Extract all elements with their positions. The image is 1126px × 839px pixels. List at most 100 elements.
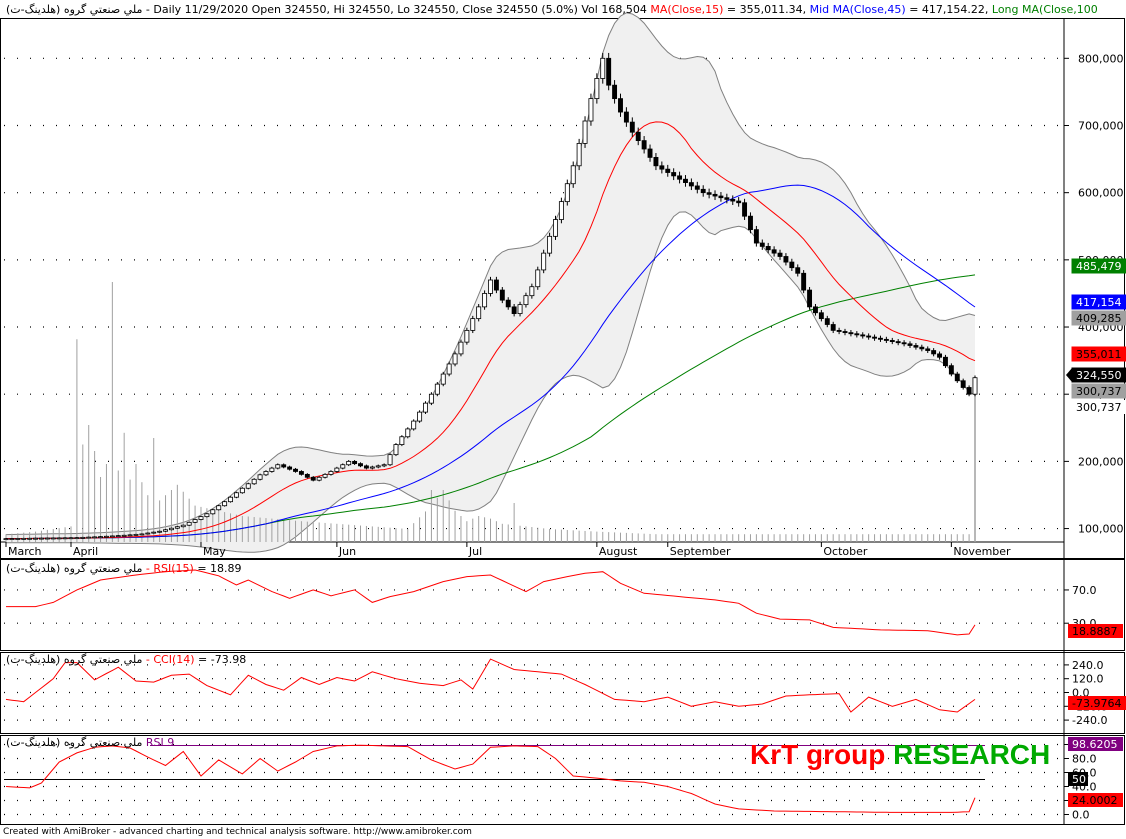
candle-body [943, 356, 948, 367]
candle-body [629, 121, 635, 133]
ma100-label: Long MA(Close,100 [992, 3, 1098, 16]
candle-body [21, 537, 27, 540]
candle-body [174, 526, 180, 529]
candle-body [387, 454, 393, 466]
candle-body [913, 345, 919, 348]
candle-body [748, 215, 753, 231]
panel-frames [0, 18, 1125, 825]
price-tag-bg [1071, 383, 1126, 399]
candle-body [15, 538, 21, 540]
band-upper [5, 12, 976, 536]
candle-body [145, 532, 151, 535]
candle-body [434, 383, 440, 395]
candle-body [931, 350, 937, 355]
candle-body [293, 468, 298, 472]
candle-body [712, 193, 718, 197]
candle-body [287, 466, 293, 470]
x-tick-label: Jun [338, 545, 356, 558]
candle-body [594, 78, 600, 100]
price-tag-arrow [1066, 368, 1072, 382]
brand-logo: KrT group RESEARCH [750, 739, 1050, 770]
candle-body [316, 476, 322, 481]
candle-body [62, 537, 68, 540]
candle-body [901, 342, 907, 345]
candle-body [925, 348, 931, 351]
rsi15-header: ملي صنعتي گروه (هلدينگ-ت) - RSI(15) = 18… [6, 562, 242, 575]
candle-body [304, 473, 310, 478]
candle-body [860, 334, 866, 337]
candle-body [210, 509, 216, 515]
candle-body [889, 340, 895, 342]
price-tag-bg [1071, 258, 1126, 274]
ma45-line [6, 184, 976, 540]
candlesticks [3, 52, 978, 541]
price-tick-label: 700,000 [1078, 119, 1124, 132]
candle-body [783, 256, 789, 263]
x-tick-label: October [823, 545, 867, 558]
price-tick-label: 800,000 [1078, 52, 1124, 65]
candle-body [647, 148, 653, 158]
candle-body [186, 521, 192, 526]
candle-body [80, 536, 86, 539]
ind-tick-label: 240.0 [1072, 659, 1104, 672]
candle-body [641, 140, 647, 150]
candle-body [718, 195, 724, 199]
candle-body [813, 306, 818, 314]
candle-body [458, 341, 464, 355]
candle-body [677, 175, 683, 180]
candle-body [789, 261, 795, 269]
candle-body [612, 84, 618, 100]
candle-body [482, 293, 488, 308]
candle-body [801, 272, 807, 291]
ind-tag-bg [1068, 624, 1123, 638]
candle-body [824, 318, 830, 325]
candle-body [198, 516, 204, 520]
candle-body [724, 197, 730, 200]
candle-body [68, 537, 74, 540]
ma45-label: Mid MA(Close,45) [810, 3, 906, 16]
candle-body [464, 329, 470, 343]
ind-tick-label: 80.0 [1072, 753, 1097, 766]
indicator-line [6, 569, 976, 636]
candle-body [511, 306, 517, 314]
candle-body [730, 198, 736, 202]
rsi15-symbol: ملي صنعتي گروه (هلدينگ-ت) [6, 562, 142, 575]
candle-body [558, 201, 564, 220]
candle-body [269, 467, 275, 472]
candle-body [399, 436, 405, 445]
candle-body [74, 537, 80, 540]
candle-body [499, 289, 505, 301]
candle-body [700, 188, 706, 194]
candle-body [103, 535, 109, 538]
candle-body [33, 537, 38, 540]
candle-body [600, 57, 606, 79]
candle-body [960, 380, 966, 388]
grid-dots [4, 57, 1060, 816]
panel-frame [0, 559, 1125, 651]
volume-bars [5, 282, 976, 542]
value-tags: 485,479 417,154 409,285 355,011 324,550 300,7… [1066, 258, 1126, 807]
candle-body [476, 306, 482, 320]
indicator-line [5, 744, 976, 813]
x-tick-label: April [73, 545, 98, 558]
candle-body [346, 460, 352, 466]
candle-body [27, 537, 33, 540]
candle-body [706, 192, 712, 195]
indicator-lines [4, 569, 985, 813]
candle-body [694, 185, 700, 190]
x-tick-label: May [203, 545, 226, 558]
candle-body [298, 471, 304, 475]
price-tag-bg [1071, 310, 1126, 326]
candle-body [428, 393, 434, 404]
candle-body [659, 165, 665, 170]
ind-tag-bg [1068, 793, 1123, 807]
cci-header: ملي صنعتي گروه (هلدينگ-ت) - CCI(14) = -7… [6, 653, 246, 666]
header-symbol: ملي صنعتي گروه (هلدينگ-ت) [6, 3, 142, 16]
rsi15-name: - RSI(15) [146, 562, 194, 575]
candle-body [553, 219, 558, 237]
candle-body [582, 120, 588, 144]
candle-body [109, 535, 115, 538]
price-tag-bg [1072, 400, 1126, 414]
candle-body [3, 538, 9, 541]
candle-body [606, 57, 612, 86]
